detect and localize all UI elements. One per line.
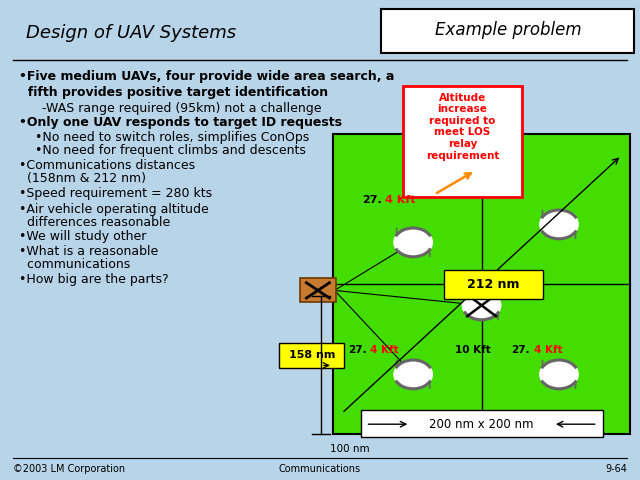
- Text: 9-64: 9-64: [605, 465, 627, 474]
- Text: •Air vehicle operating altitude: •Air vehicle operating altitude: [19, 203, 209, 216]
- Text: •What is a reasonable: •What is a reasonable: [19, 245, 159, 258]
- FancyBboxPatch shape: [279, 343, 344, 368]
- Text: 212 nm: 212 nm: [467, 278, 520, 291]
- Text: •We will study other: •We will study other: [19, 230, 147, 243]
- Text: 4 Kft: 4 Kft: [534, 346, 563, 355]
- Text: 27.: 27.: [362, 195, 382, 205]
- Text: communications: communications: [19, 258, 131, 271]
- Text: 4 Kft: 4 Kft: [370, 346, 399, 355]
- Text: •Five medium UAVs, four provide wide area search, a: •Five medium UAVs, four provide wide are…: [19, 70, 395, 83]
- Text: (158nm & 212 nm): (158nm & 212 nm): [19, 172, 146, 185]
- Circle shape: [463, 291, 501, 320]
- Text: Altitude
increase
required to
meet LOS
relay
requirement: Altitude increase required to meet LOS r…: [426, 93, 499, 161]
- Text: 10 Kft: 10 Kft: [455, 346, 491, 355]
- Text: •Only one UAV responds to target ID requests: •Only one UAV responds to target ID requ…: [19, 116, 342, 129]
- Text: ©2003 LM Corporation: ©2003 LM Corporation: [13, 465, 125, 474]
- Text: •Communications distances: •Communications distances: [19, 159, 195, 172]
- Text: Example problem: Example problem: [435, 21, 582, 39]
- Circle shape: [540, 360, 578, 389]
- Text: Communications: Communications: [279, 465, 361, 474]
- FancyBboxPatch shape: [361, 410, 603, 437]
- Text: differences reasonable: differences reasonable: [19, 216, 170, 228]
- Text: 100 nm: 100 nm: [330, 444, 369, 454]
- Circle shape: [394, 360, 433, 389]
- Text: Design of UAV Systems: Design of UAV Systems: [26, 24, 236, 42]
- Text: •How big are the parts?: •How big are the parts?: [19, 273, 169, 286]
- Text: fifth provides positive target identification: fifth provides positive target identific…: [19, 86, 328, 99]
- FancyBboxPatch shape: [300, 278, 336, 302]
- FancyBboxPatch shape: [444, 270, 543, 300]
- Text: -WAS range required (95km) not a challenge: -WAS range required (95km) not a challen…: [42, 102, 321, 115]
- Text: •No need to switch roles, simplifies ConOps: •No need to switch roles, simplifies Con…: [35, 131, 310, 144]
- Text: 158 nm: 158 nm: [289, 350, 335, 360]
- Text: •No need for frequent climbs and descents: •No need for frequent climbs and descent…: [35, 144, 306, 157]
- Text: 4 Kft: 4 Kft: [385, 195, 415, 205]
- FancyBboxPatch shape: [403, 86, 522, 197]
- Text: •Speed requirement = 280 kts: •Speed requirement = 280 kts: [19, 187, 212, 200]
- Text: 200 nm x 200 nm: 200 nm x 200 nm: [429, 418, 534, 431]
- FancyBboxPatch shape: [333, 134, 630, 434]
- Text: 27.: 27.: [348, 346, 366, 355]
- Circle shape: [540, 210, 578, 239]
- FancyBboxPatch shape: [381, 9, 634, 53]
- Circle shape: [394, 228, 433, 257]
- Text: 27.: 27.: [511, 346, 530, 355]
